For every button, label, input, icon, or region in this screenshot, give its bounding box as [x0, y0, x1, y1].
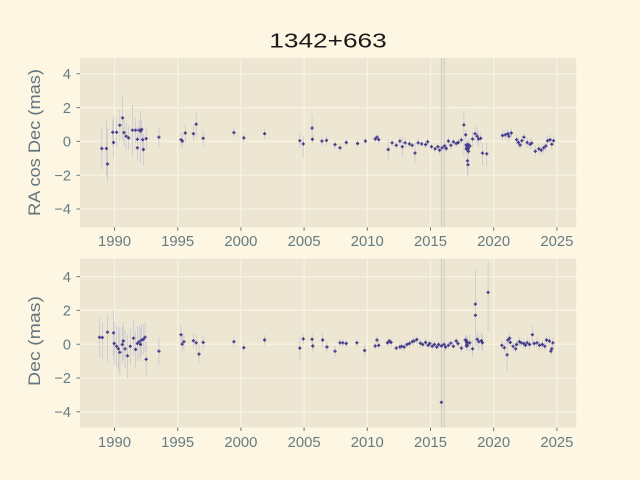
svg-text:2020: 2020 [477, 234, 510, 250]
svg-text:Dec (mas): Dec (mas) [26, 296, 44, 386]
svg-text:2025: 2025 [540, 435, 573, 451]
svg-text:2000: 2000 [224, 435, 257, 451]
svg-text:2010: 2010 [351, 435, 384, 451]
svg-text:2005: 2005 [288, 435, 321, 451]
svg-text:1342+663: 1342+663 [269, 30, 387, 53]
svg-text:−4: −4 [54, 405, 71, 421]
svg-text:1995: 1995 [161, 234, 194, 250]
svg-text:2: 2 [63, 101, 71, 117]
svg-text:2005: 2005 [288, 234, 321, 250]
svg-text:2: 2 [63, 304, 71, 320]
svg-text:2025: 2025 [540, 234, 573, 250]
svg-text:2015: 2015 [414, 435, 447, 451]
svg-text:2000: 2000 [224, 234, 257, 250]
svg-text:1995: 1995 [161, 435, 194, 451]
svg-text:2020: 2020 [477, 435, 510, 451]
svg-text:−2: −2 [54, 371, 71, 387]
svg-text:0: 0 [63, 135, 71, 151]
svg-text:RA cos Dec (mas): RA cos Dec (mas) [26, 69, 44, 216]
svg-text:4: 4 [63, 67, 71, 83]
svg-text:1990: 1990 [98, 435, 131, 451]
svg-text:2015: 2015 [414, 234, 447, 250]
svg-text:1990: 1990 [98, 234, 131, 250]
svg-text:0: 0 [63, 337, 71, 353]
svg-text:2010: 2010 [351, 234, 384, 250]
svg-text:−2: −2 [54, 168, 71, 184]
svg-text:−4: −4 [54, 202, 71, 218]
svg-text:4: 4 [63, 270, 71, 286]
